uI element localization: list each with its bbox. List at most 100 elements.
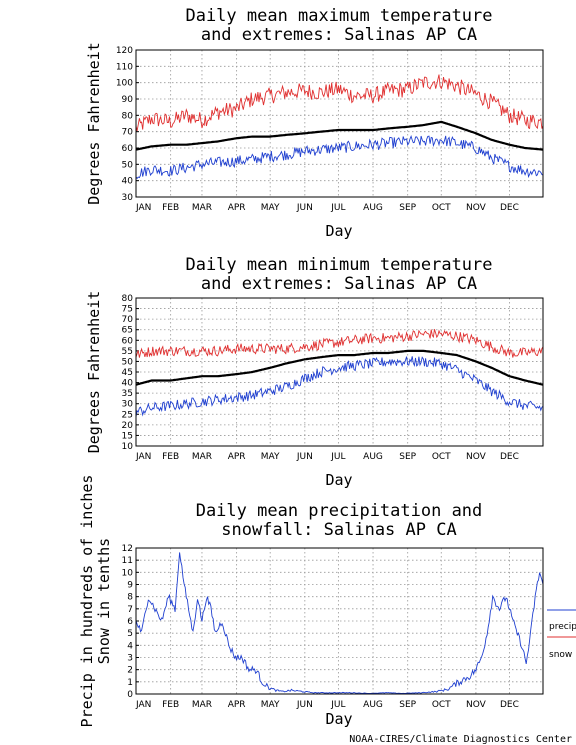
chart-2-ytick-label: 40 <box>122 379 134 389</box>
chart-3-ytick-label: 6 <box>127 617 133 627</box>
chart-3-xtick-label: AUG <box>363 700 383 710</box>
chart-2-ytick-label: 50 <box>122 357 134 367</box>
chart-1-xlabel: Day <box>325 222 352 240</box>
chart-3-ytick-label: 9 <box>127 581 133 591</box>
chart-3-ytick-label: 8 <box>127 593 133 603</box>
chart-3-xtick-label: SEP <box>399 700 416 710</box>
chart-2-ytick-label: 10 <box>122 442 134 452</box>
chart-1-xtick-label: NOV <box>466 203 487 213</box>
chart-3-ytick-label: 12 <box>122 544 133 554</box>
legend-precip-label: precip <box>549 622 576 632</box>
chart-3-ylabel-line-2: Snow in tenths <box>95 538 113 664</box>
chart-1-xtick-label: MAR <box>192 203 212 213</box>
chart-2-ylabel: Degrees Fahrenheit <box>85 291 103 454</box>
chart-1-ytick-label: 70 <box>122 128 134 138</box>
chart-2-ytick-label: 30 <box>122 400 134 410</box>
chart-1-ytick-label: 40 <box>122 177 134 187</box>
chart-3-ytick-label: 1 <box>127 678 133 688</box>
chart-1-xtick-label: SEP <box>399 203 416 213</box>
chart-1-xtick-label: JUN <box>296 203 313 213</box>
chart-3-ylabel-line-1: Precip in hundreds of inches <box>78 475 96 728</box>
chart-1-frame <box>135 49 544 198</box>
chart-2-xlabel: Day <box>325 471 352 489</box>
chart-2-ytick-label: 75 <box>122 305 133 315</box>
chart-2-frame <box>135 297 544 447</box>
credit-text: NOAA-CIRES/Climate Diagnostics Center <box>349 734 572 745</box>
legend-snow-label: snow <box>549 650 572 660</box>
chart-1-title-line-1: Daily mean maximum temperature <box>185 6 492 26</box>
chart-1-ytick-label: 60 <box>122 144 134 154</box>
chart-3-ytick-label: 0 <box>127 690 133 700</box>
chart-1-ytick-label: 90 <box>122 95 134 105</box>
chart-2-ytick-label: 15 <box>122 431 133 441</box>
chart-1-ylabel: Degrees Fahrenheit <box>85 42 103 205</box>
chart-2-series-mean <box>135 349 544 386</box>
chart-3-xtick-label: FEB <box>162 700 179 710</box>
chart-1-series-max <box>135 74 544 131</box>
chart-3-xtick-label: JUL <box>330 700 345 710</box>
chart-1-ytick-label: 120 <box>116 46 133 56</box>
chart-3-xtick-label: JUN <box>296 700 313 710</box>
chart-3-xtick-label: MAR <box>192 700 212 710</box>
chart-3-xtick-label: OCT <box>432 700 451 710</box>
chart-2-xtick-label: NOV <box>466 452 487 462</box>
chart-3-ytick-label: 10 <box>122 568 134 578</box>
chart-3-ytick-label: 4 <box>127 641 133 651</box>
chart-1-series-min <box>135 134 544 180</box>
chart-2-series-min <box>135 356 544 417</box>
chart-2-ytick-label: 25 <box>122 410 133 420</box>
chart-3-series-precip <box>135 552 544 694</box>
chart-1-xtick-label: AUG <box>363 203 383 213</box>
chart-2-xtick-label: JAN <box>135 452 151 462</box>
chart-2-ytick-label: 20 <box>122 421 134 431</box>
chart-1-xtick-label: JAN <box>135 203 151 213</box>
chart-3-frame <box>135 547 544 695</box>
chart-2-xtick-label: AUG <box>363 452 383 462</box>
chart-3-xtick-label: JAN <box>135 700 151 710</box>
chart-1-xtick-label: JUL <box>330 203 345 213</box>
chart-2-ytick-label: 60 <box>122 336 134 346</box>
chart-1-ytick-label: 50 <box>122 160 134 170</box>
chart-2-ytick-label: 35 <box>122 389 133 399</box>
chart-1-ytick-label: 110 <box>116 62 133 72</box>
chart-2-xtick-label: SEP <box>399 452 416 462</box>
chart-3-ytick-label: 11 <box>122 556 133 566</box>
chart-2-xtick-label: OCT <box>432 452 451 462</box>
chart-1-xtick-label: APR <box>228 203 246 213</box>
chart-1-ytick-label: 100 <box>116 79 133 89</box>
chart-2-xtick-label: APR <box>228 452 246 462</box>
chart-2-ytick-label: 65 <box>122 326 133 336</box>
chart-2-ytick-label: 55 <box>122 347 133 357</box>
chart-3-ytick-label: 2 <box>127 666 133 676</box>
chart-1-ytick-label: 30 <box>122 193 134 203</box>
chart-1-xtick-label: FEB <box>162 203 179 213</box>
chart-3-xlabel: Day <box>325 710 352 728</box>
chart-3-title-line-1: Daily mean precipitation and <box>196 501 483 521</box>
chart-1-xtick-label: MAY <box>261 203 280 213</box>
chart-2-ytick-label: 70 <box>122 315 134 325</box>
chart-3-ytick-label: 5 <box>127 629 133 639</box>
chart-2-title-line-1: Daily mean minimum temperature <box>185 255 492 275</box>
chart-2-xtick-label: FEB <box>162 452 179 462</box>
chart-2-xtick-label: MAR <box>192 452 212 462</box>
chart-3-xtick-label: DEC <box>500 700 519 710</box>
chart-2-xtick-label: DEC <box>500 452 519 462</box>
chart-3-ytick-label: 7 <box>127 605 133 615</box>
chart-2-ytick-label: 45 <box>122 368 133 378</box>
chart-2-xtick-label: JUN <box>296 452 313 462</box>
chart-3-xtick-label: NOV <box>466 700 487 710</box>
chart-2-xtick-label: JUL <box>330 452 345 462</box>
chart-3-title-line-2: snowfall: Salinas AP CA <box>221 520 456 540</box>
chart-1-title-line-2: and extremes: Salinas AP CA <box>201 25 477 45</box>
chart-3-ytick-label: 3 <box>127 654 133 664</box>
chart-2-ytick-label: 80 <box>122 294 134 304</box>
chart-1-xtick-label: OCT <box>432 203 451 213</box>
chart-3-xtick-label: APR <box>228 700 246 710</box>
chart-3-xtick-label: MAY <box>261 700 280 710</box>
chart-1-xtick-label: DEC <box>500 203 519 213</box>
chart-2-title-line-2: and extremes: Salinas AP CA <box>201 274 477 294</box>
chart-2-series-max <box>135 329 544 358</box>
chart-2-xtick-label: MAY <box>261 452 280 462</box>
chart-1-series-mean <box>135 120 544 151</box>
